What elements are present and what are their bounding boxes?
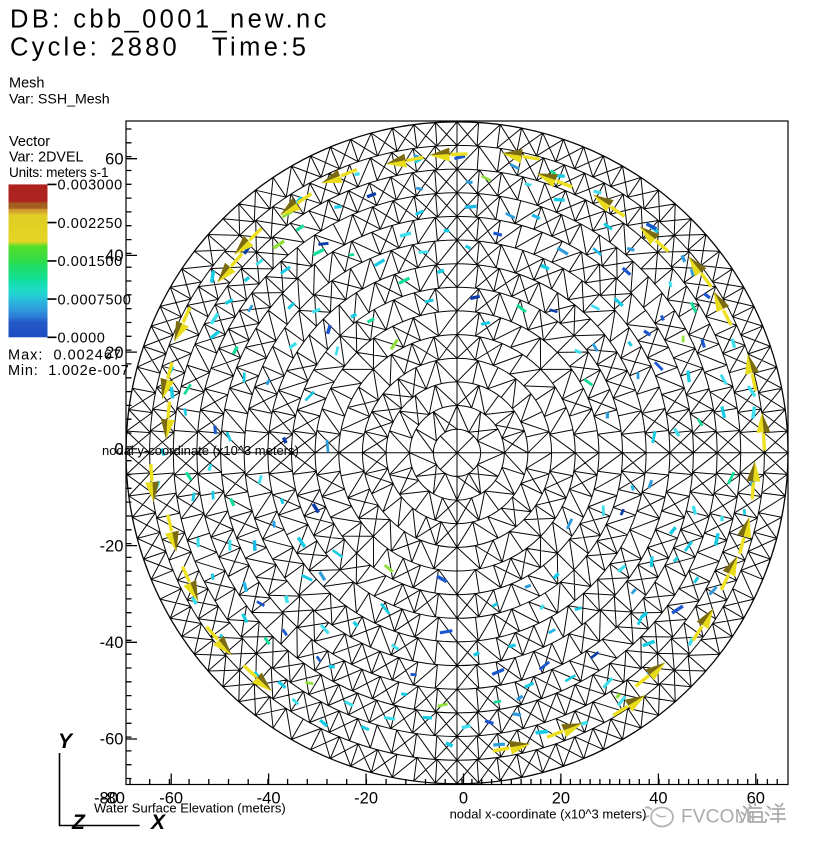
svg-text:-40: -40 xyxy=(100,634,124,652)
svg-text:0.002250: 0.002250 xyxy=(58,216,123,232)
svg-text:60: 60 xyxy=(105,150,123,168)
svg-text:-80: -80 xyxy=(94,790,118,808)
svg-text:DB: cbb_0001_new.nc: DB: cbb_0001_new.nc xyxy=(10,6,330,34)
svg-text:-60: -60 xyxy=(100,731,124,749)
svg-text:20: 20 xyxy=(552,790,570,808)
svg-text:FVCOM: FVCOM xyxy=(681,807,751,828)
svg-text:-20: -20 xyxy=(100,537,124,555)
svg-text:Var: SSH_Mesh: Var: SSH_Mesh xyxy=(9,92,110,108)
svg-text:Z: Z xyxy=(71,811,86,834)
svg-text:Units: meters s-1: Units: meters s-1 xyxy=(9,165,108,180)
svg-text:Var: 2DVEL: Var: 2DVEL xyxy=(9,150,83,166)
svg-text:Cycle: 2880: Cycle: 2880 xyxy=(10,34,180,62)
svg-text:Time:5: Time:5 xyxy=(212,34,309,62)
svg-text:20: 20 xyxy=(105,344,123,362)
svg-text:Mesh: Mesh xyxy=(9,76,44,92)
svg-text:60: 60 xyxy=(747,790,765,808)
svg-text:0: 0 xyxy=(459,790,468,808)
svg-text:0.0007500: 0.0007500 xyxy=(58,292,132,308)
svg-text:Y: Y xyxy=(58,730,74,753)
svg-text:X: X xyxy=(150,811,167,834)
svg-text:0.0000: 0.0000 xyxy=(58,331,106,347)
svg-text:nodal x-coordinate (x10^3 mete: nodal x-coordinate (x10^3 meters) xyxy=(450,807,647,822)
svg-text:Vector: Vector xyxy=(9,134,50,150)
svg-text:Min: 1.002e-007: Min: 1.002e-007 xyxy=(8,363,130,379)
svg-text:-60: -60 xyxy=(159,790,183,808)
svg-text:0: 0 xyxy=(114,441,123,459)
svg-text:Max: 0.002467: Max: 0.002467 xyxy=(8,348,122,364)
svg-text:-20: -20 xyxy=(354,790,378,808)
svg-text:-80: -80 xyxy=(101,790,125,808)
svg-text:Water Surface Elevation (meter: Water Surface Elevation (meters) xyxy=(94,801,286,816)
svg-text:40: 40 xyxy=(105,247,123,265)
svg-text:-40: -40 xyxy=(257,790,281,808)
svg-text:0.003000: 0.003000 xyxy=(58,178,123,194)
svg-text:0.001500: 0.001500 xyxy=(58,254,123,270)
svg-text:nodal y-coordinate (x10^3 mete: nodal y-coordinate (x10^3 meters) xyxy=(102,443,299,458)
svg-text:40: 40 xyxy=(649,790,667,808)
